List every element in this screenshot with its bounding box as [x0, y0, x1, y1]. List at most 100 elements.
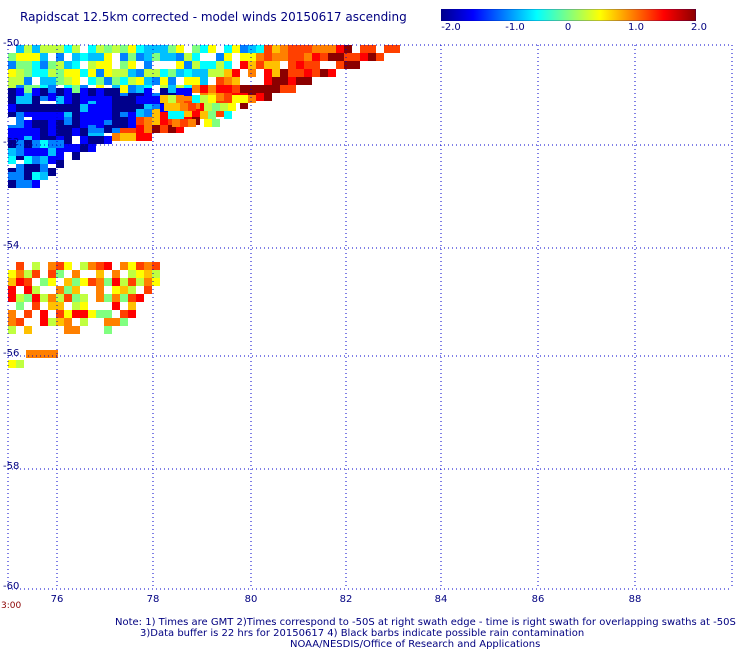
wind-cell [112, 104, 120, 112]
wind-cell [152, 101, 160, 109]
wind-cell [72, 270, 80, 278]
wind-cell [16, 61, 24, 69]
wind-cell [120, 61, 128, 69]
wind-cell [224, 77, 232, 85]
wind-cell [320, 53, 328, 61]
wind-cell [136, 278, 144, 286]
wind-cell [248, 95, 256, 103]
wind-cell [88, 112, 96, 120]
wind-cell [104, 278, 112, 286]
wind-cell [136, 85, 144, 93]
wind-cell [56, 140, 64, 148]
wind-cell [32, 120, 40, 128]
wind-cell [16, 77, 24, 85]
wind-cell [224, 45, 232, 53]
wind-cell [16, 360, 24, 368]
wind-cell [104, 125, 112, 133]
wind-cell [24, 270, 32, 278]
wind-cell [16, 302, 24, 310]
lat-label-54: -54 [3, 240, 20, 251]
wind-cell [112, 125, 120, 133]
wind-cell [168, 69, 176, 77]
wind-cell [280, 45, 288, 53]
wind-cell [32, 270, 40, 278]
wind-cell [48, 278, 56, 286]
wind-cell [200, 111, 208, 119]
wind-cell [120, 69, 128, 77]
wind-cell [120, 310, 128, 318]
wind-cell [56, 152, 64, 160]
wind-cell [192, 61, 200, 69]
wind-cell [232, 95, 240, 103]
wind-cell [80, 101, 88, 109]
wind-cell [88, 262, 96, 270]
wind-cell [24, 326, 32, 334]
wind-cell [280, 69, 288, 77]
wind-cell [40, 140, 48, 148]
wind-cell [64, 262, 72, 270]
wind-cell [352, 53, 360, 61]
wind-cell [40, 69, 48, 77]
wind-cell [144, 133, 152, 141]
wind-cell [112, 120, 120, 128]
colorbar-label-zero: 0 [564, 22, 572, 33]
wind-cell [168, 77, 176, 85]
wind-cell [96, 270, 104, 278]
wind-cell [80, 112, 88, 120]
wind-cell [232, 45, 240, 53]
wind-cell [152, 109, 160, 117]
wind-cell [24, 294, 32, 302]
lon-label-76: 76 [50, 594, 64, 605]
wind-cell [64, 136, 72, 144]
wind-cell [80, 318, 88, 326]
wind-cell [128, 96, 136, 104]
wind-cell [64, 104, 72, 112]
wind-cell [72, 326, 80, 334]
wind-cell [80, 144, 88, 152]
wind-cell [184, 109, 192, 117]
wind-cell [8, 172, 16, 180]
wind-cell [48, 302, 56, 310]
wind-cell [240, 85, 248, 93]
wind-cell [312, 45, 320, 53]
wind-cell [296, 69, 304, 77]
wind-cell [64, 278, 72, 286]
wind-cell [200, 45, 208, 53]
wind-cell [24, 53, 32, 61]
wind-cell [48, 85, 56, 93]
wind-cell [72, 104, 80, 112]
wind-cell [104, 112, 112, 120]
time-label: 3:00 [1, 601, 22, 611]
wind-cell [112, 96, 120, 104]
wind-cell [72, 112, 80, 120]
wind-cell [312, 61, 320, 69]
wind-cell [88, 310, 96, 318]
wind-cell [8, 318, 16, 326]
wind-cell [42, 350, 50, 358]
wind-cell [72, 286, 80, 294]
wind-cell [192, 77, 200, 85]
wind-cell [40, 61, 48, 69]
wind-cell [104, 61, 112, 69]
wind-cell [272, 61, 280, 69]
wind-cell [128, 278, 136, 286]
wind-cell [144, 109, 152, 117]
wind-cell [56, 93, 64, 101]
wind-cell [24, 164, 32, 172]
wind-cell [96, 45, 104, 53]
wind-cell [120, 318, 128, 326]
wind-cell [360, 53, 368, 61]
wind-cell [168, 85, 176, 93]
wind-cell [80, 302, 88, 310]
wind-cell [40, 318, 48, 326]
wind-cell [88, 278, 96, 286]
wind-cell [40, 133, 48, 141]
wind-cell [328, 45, 336, 53]
wind-cell [320, 69, 328, 77]
wind-cell [16, 180, 24, 188]
wind-cell [56, 294, 64, 302]
wind-cell [8, 360, 16, 368]
wind-cell [48, 156, 56, 164]
wind-cell [204, 119, 212, 127]
wind-cell [80, 69, 88, 77]
